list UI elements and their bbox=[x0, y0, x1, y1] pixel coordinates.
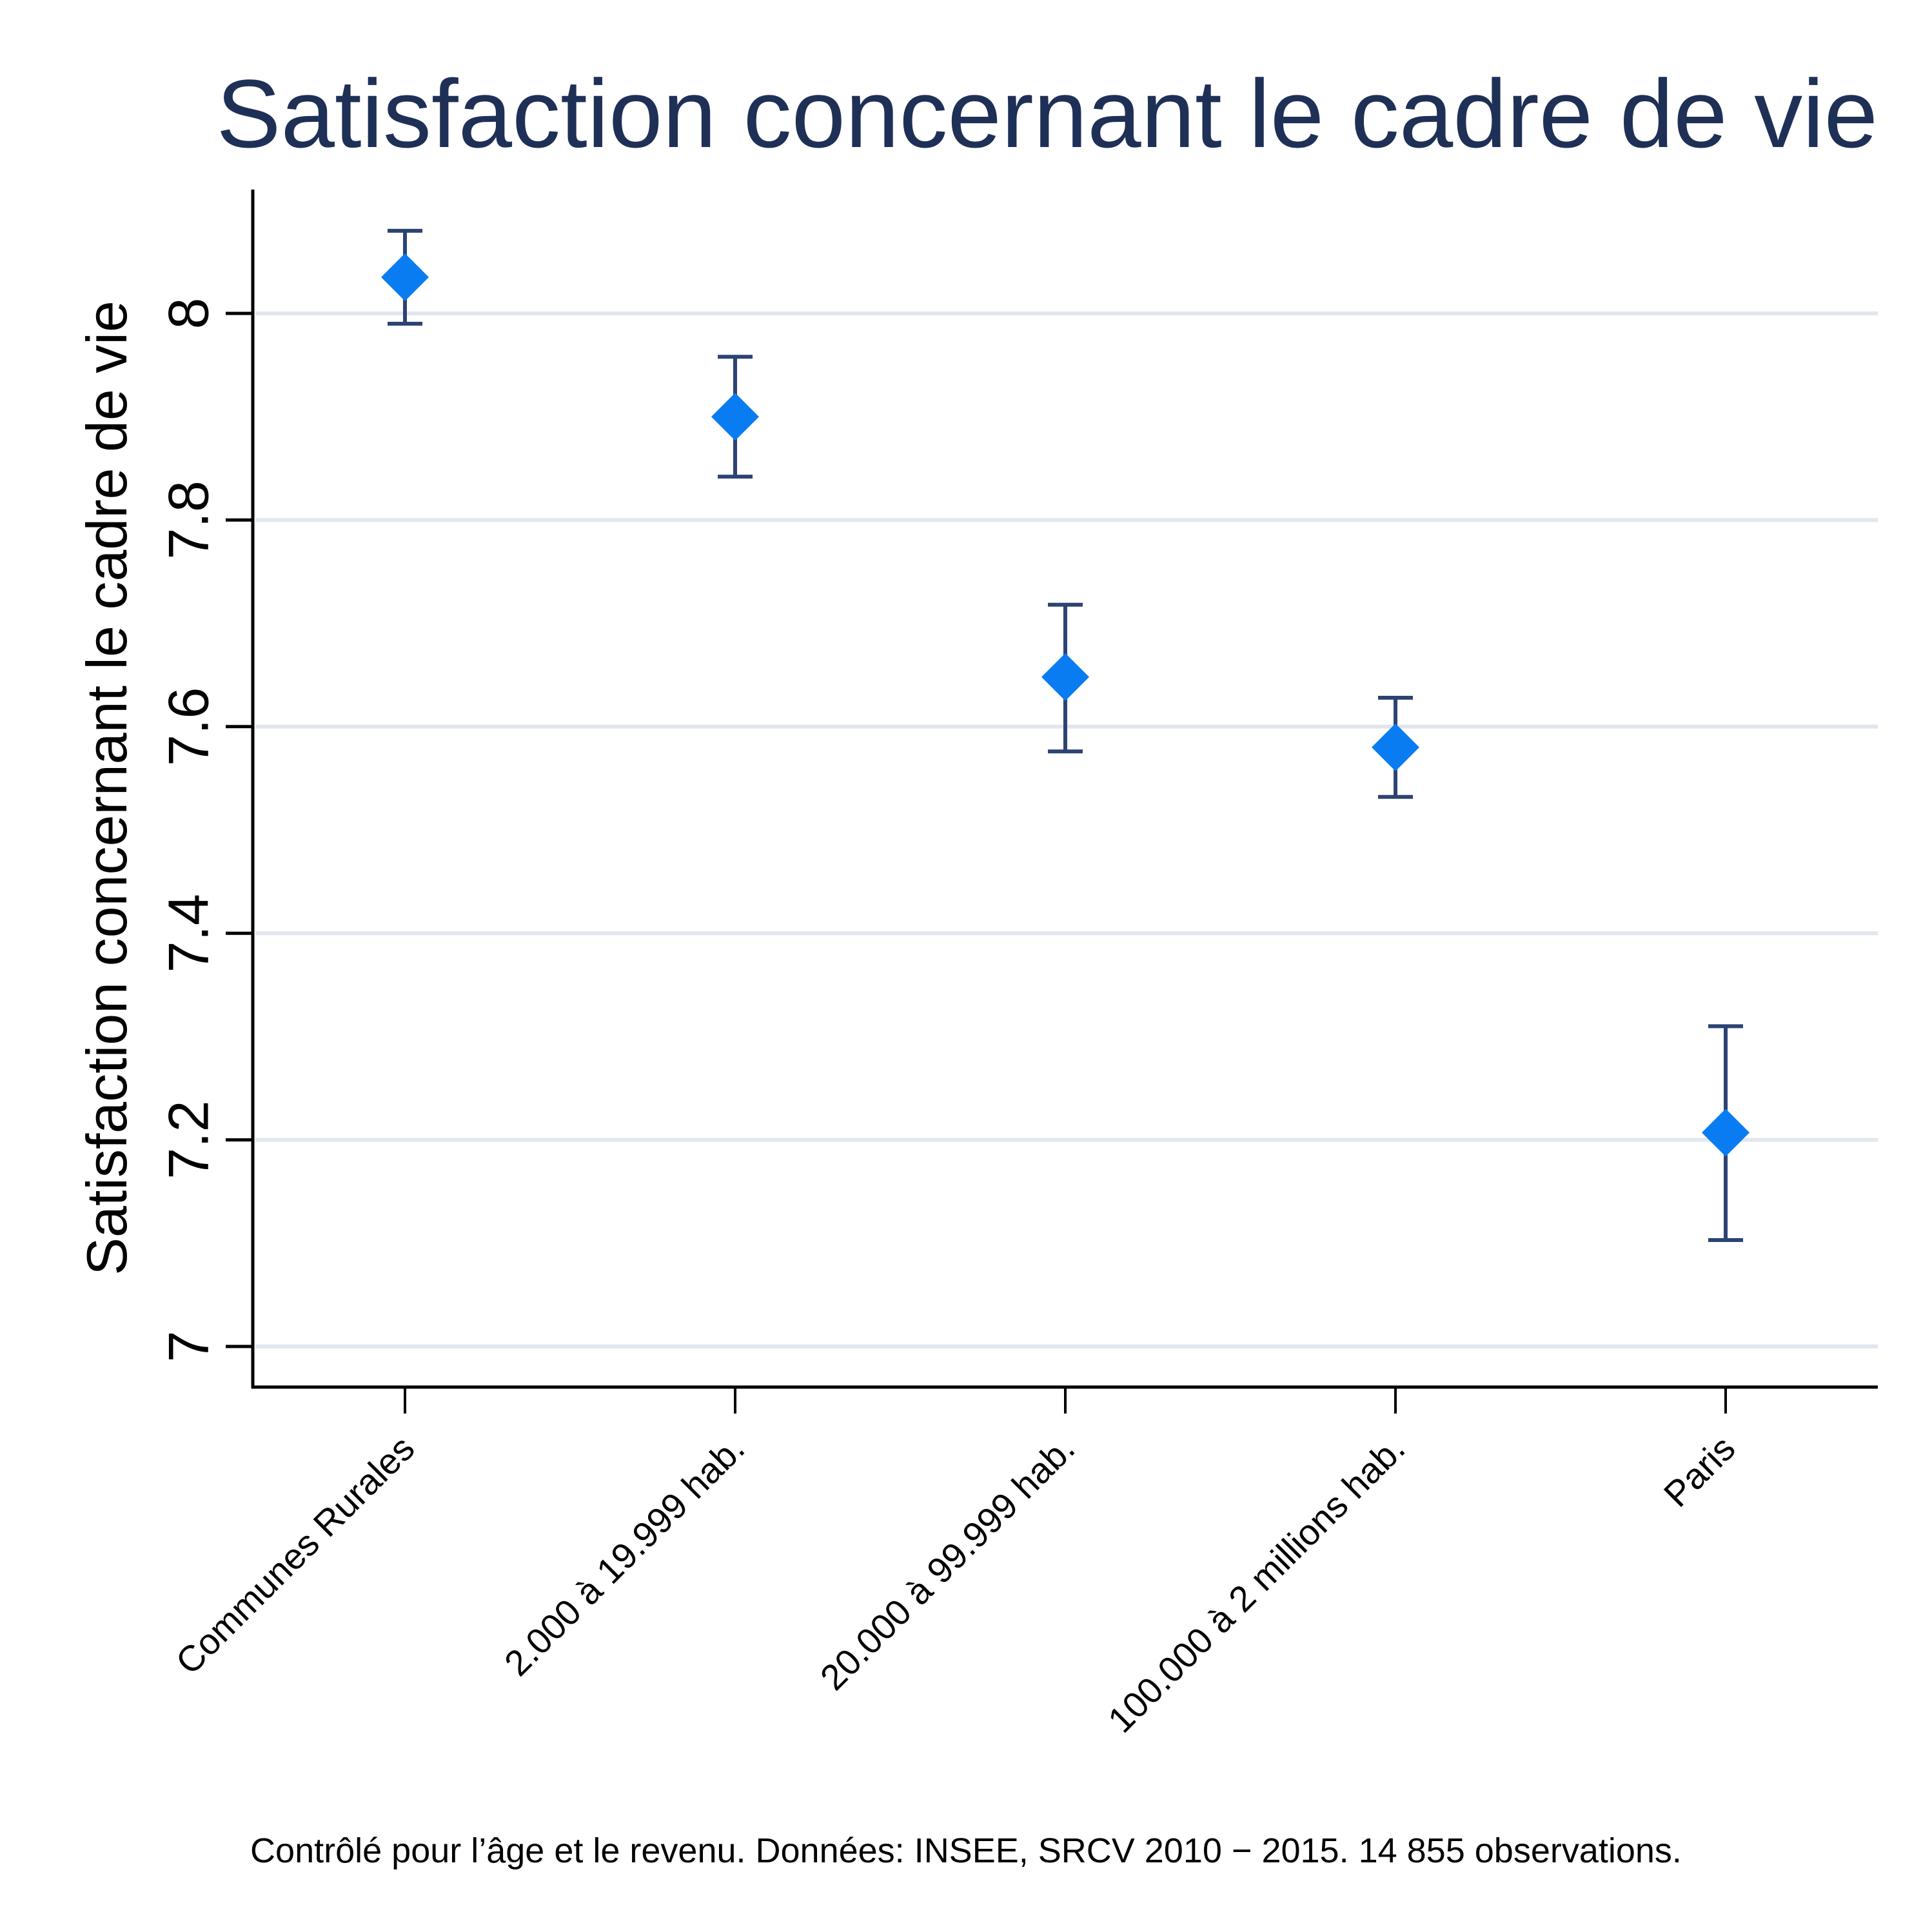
data-source-caption: Contrôlé pour l’âge et le revenu. Donnée… bbox=[250, 1831, 1682, 1870]
data-point-marker bbox=[1702, 1109, 1750, 1157]
y-tick-label: 8 bbox=[157, 298, 221, 330]
y-ticks: 7 7.2 7.4 7.6 7.8 8 bbox=[157, 298, 253, 1363]
x-tick-label: 2.000 à 19.999 hab. bbox=[497, 1428, 753, 1684]
data-point-marker bbox=[1041, 653, 1089, 701]
x-tick-label: Paris bbox=[1656, 1428, 1743, 1515]
gridlines bbox=[255, 311, 1878, 1348]
data-markers bbox=[381, 253, 1750, 1157]
data-point-marker bbox=[711, 393, 759, 441]
x-tick-label: 100.000 à 2 millions hab. bbox=[1100, 1428, 1413, 1740]
x-tick-label: 20.000 à 99.999 hab. bbox=[813, 1428, 1083, 1698]
data-point-marker bbox=[381, 253, 429, 301]
data-point-marker bbox=[1372, 723, 1419, 771]
x-ticks: Communes Rurales 2.000 à 19.999 hab. 20.00… bbox=[168, 1388, 1742, 1740]
x-tick-label: Communes Rurales bbox=[168, 1428, 422, 1682]
y-tick-label: 7.2 bbox=[157, 1100, 221, 1179]
error-bars bbox=[388, 228, 1743, 1242]
y-tick-label: 7 bbox=[157, 1331, 221, 1363]
y-tick-label: 7.6 bbox=[157, 687, 221, 766]
axes bbox=[251, 190, 1878, 1389]
y-axis-title: Satisfaction concernant le cadre de vie bbox=[75, 301, 139, 1276]
chart-title: Satisfaction concernant le cadre de vie bbox=[216, 59, 1878, 168]
y-tick-label: 7.8 bbox=[157, 480, 221, 559]
y-tick-label: 7.4 bbox=[157, 894, 221, 972]
